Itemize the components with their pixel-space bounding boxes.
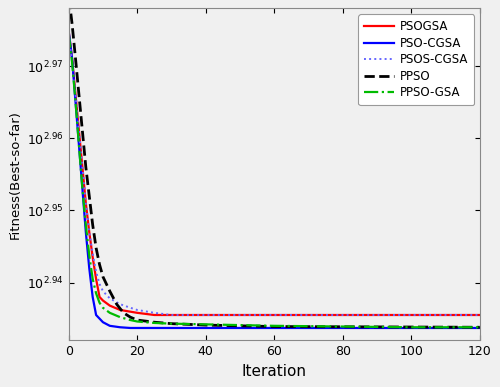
PPSO-GSA xyxy=(477,325,483,330)
PPSO-GSA xyxy=(66,31,71,36)
PSOGSA xyxy=(66,29,71,34)
PSOS-CGSA xyxy=(477,313,483,317)
PPSO xyxy=(107,289,113,293)
Line: PPSO: PPSO xyxy=(68,0,480,327)
PPSO xyxy=(343,324,349,329)
PSOS-CGSA xyxy=(326,313,332,317)
PSO-CGSA xyxy=(453,326,459,330)
PPSO-GSA xyxy=(408,325,414,330)
PSO-CGSA xyxy=(107,324,113,328)
PPSO xyxy=(450,325,456,329)
PSOGSA xyxy=(326,313,332,317)
PPSO xyxy=(162,321,168,325)
PSOS-CGSA xyxy=(66,31,71,36)
PSOGSA xyxy=(346,313,352,317)
PSOS-CGSA xyxy=(162,312,168,317)
PSO-CGSA xyxy=(66,29,71,34)
PSOS-CGSA xyxy=(107,296,113,301)
PPSO-GSA xyxy=(453,325,459,330)
X-axis label: Iteration: Iteration xyxy=(242,364,306,378)
PSOGSA xyxy=(107,303,113,308)
PPSO-GSA xyxy=(240,323,246,327)
PSOGSA xyxy=(244,313,250,317)
PSO-CGSA xyxy=(244,326,250,330)
Y-axis label: Fitness(Best-so-far): Fitness(Best-so-far) xyxy=(8,110,22,239)
Line: PSOGSA: PSOGSA xyxy=(68,31,480,315)
PSOS-CGSA xyxy=(453,313,459,317)
PPSO-GSA xyxy=(322,324,328,329)
PSOS-CGSA xyxy=(346,313,352,317)
Line: PSOS-CGSA: PSOS-CGSA xyxy=(68,34,480,315)
PSO-CGSA xyxy=(326,326,332,330)
PSO-CGSA xyxy=(477,326,483,330)
Line: PSO-CGSA: PSO-CGSA xyxy=(68,31,480,328)
PPSO xyxy=(322,324,328,329)
PSOS-CGSA xyxy=(168,313,174,317)
PSO-CGSA xyxy=(165,326,171,330)
PSO-CGSA xyxy=(346,326,352,330)
PSOGSA xyxy=(152,313,158,317)
PPSO xyxy=(240,324,246,328)
PSOGSA xyxy=(165,313,171,317)
PPSO-GSA xyxy=(343,324,349,329)
PSOGSA xyxy=(453,313,459,317)
PSO-CGSA xyxy=(128,326,134,330)
PPSO xyxy=(477,325,483,330)
PPSO-GSA xyxy=(107,310,113,315)
Line: PPSO-GSA: PPSO-GSA xyxy=(68,34,480,327)
Legend: PSOGSA, PSO-CGSA, PSOS-CGSA, PPSO, PPSO-GSA: PSOGSA, PSO-CGSA, PSOS-CGSA, PPSO, PPSO-… xyxy=(358,14,474,105)
PPSO-GSA xyxy=(162,321,168,326)
PSOS-CGSA xyxy=(244,313,250,317)
PSOGSA xyxy=(477,313,483,317)
